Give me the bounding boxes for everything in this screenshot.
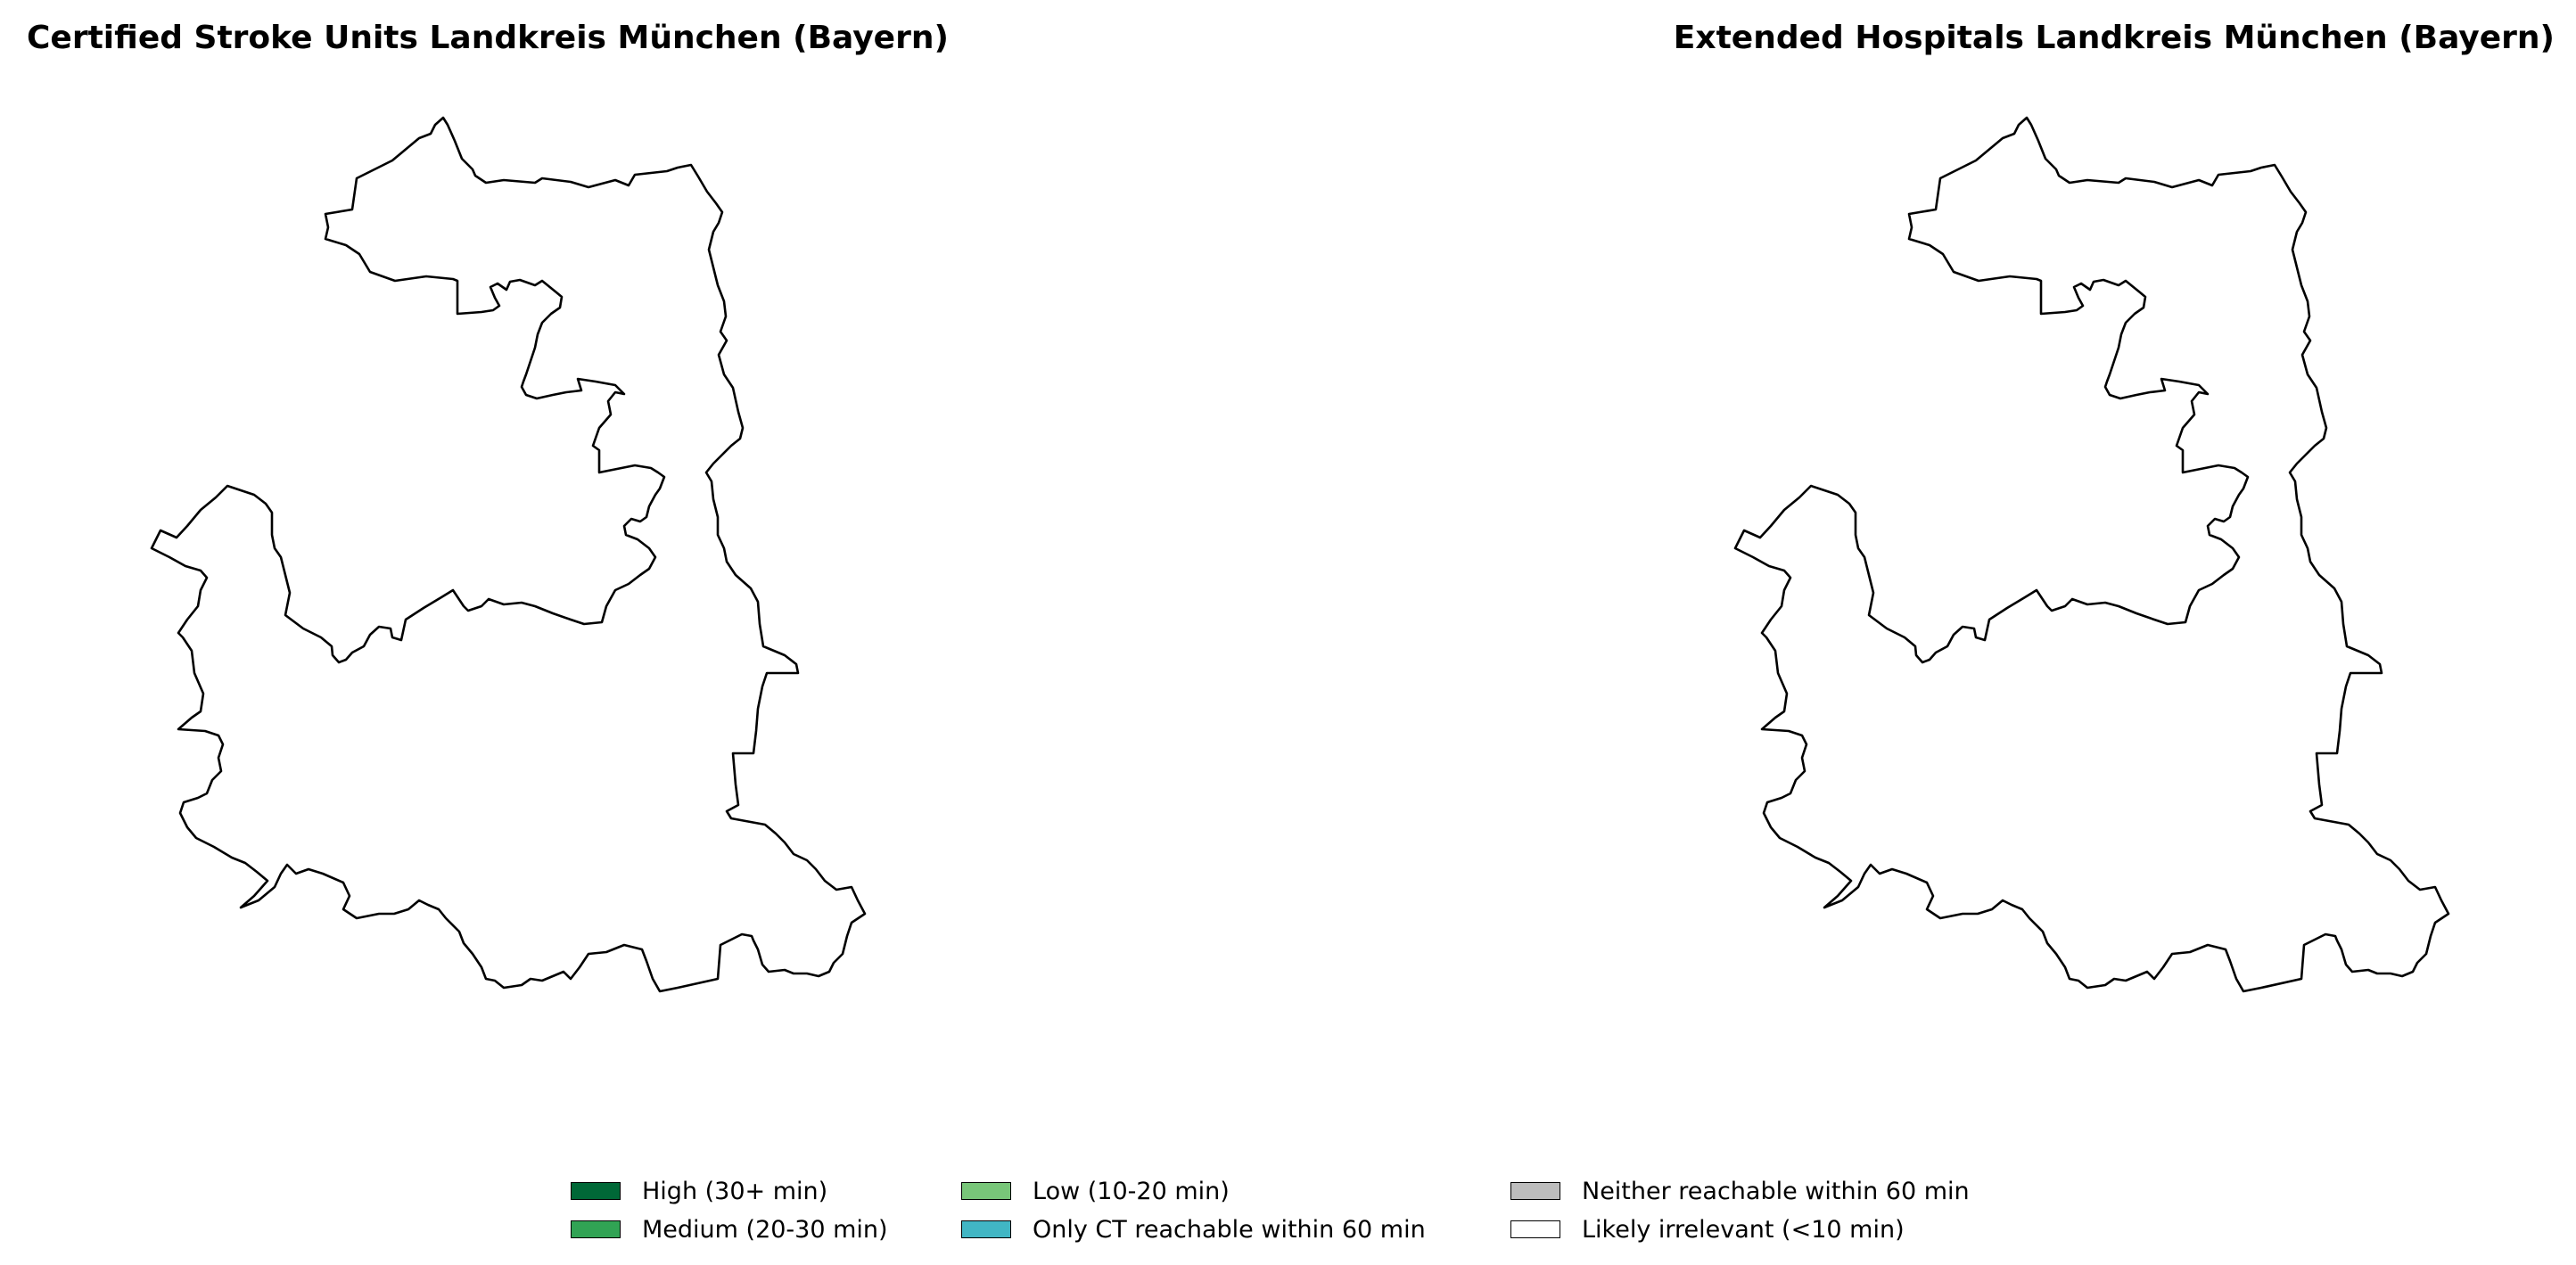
legend-label-low: Low (10-20 min) <box>1033 1177 1230 1205</box>
map-title-extended-hospitals: Extended Hospitals Landkreis München (Ba… <box>1673 20 2555 56</box>
legend-item-low: Low (10-20 min) <box>961 1175 1230 1207</box>
map-panel-extended-hospitals <box>1733 116 2450 993</box>
legend-label-neither: Neither reachable within 60 min <box>1582 1177 1970 1205</box>
legend-item-medium: Medium (20-30 min) <box>571 1213 888 1245</box>
legend-label-irrelevant: Likely irrelevant (<10 min) <box>1582 1215 1905 1244</box>
legend-swatch-medium <box>571 1220 621 1238</box>
legend-swatch-only-ct <box>961 1220 1011 1238</box>
district-boundary-stroke-units <box>150 116 867 993</box>
map-panel-stroke-units <box>150 116 867 993</box>
legend-swatch-low <box>961 1182 1011 1200</box>
legend-swatch-irrelevant <box>1510 1220 1560 1238</box>
legend-label-medium: Medium (20-30 min) <box>642 1215 888 1244</box>
legend-swatch-neither <box>1510 1182 1560 1200</box>
legend-item-irrelevant: Likely irrelevant (<10 min) <box>1510 1213 1905 1245</box>
legend-swatch-high <box>571 1182 621 1200</box>
map-title-stroke-units: Certified Stroke Units Landkreis München… <box>27 20 949 56</box>
map-legend: High (30+ min) Medium (20-30 min) Low (1… <box>0 1175 2576 1246</box>
legend-item-neither: Neither reachable within 60 min <box>1510 1175 1970 1207</box>
legend-label-high: High (30+ min) <box>642 1177 828 1205</box>
district-boundary-extended-hospitals <box>1733 116 2450 993</box>
legend-item-high: High (30+ min) <box>571 1175 827 1207</box>
legend-label-only-ct: Only CT reachable within 60 min <box>1033 1215 1426 1244</box>
legend-item-only-ct: Only CT reachable within 60 min <box>961 1213 1426 1245</box>
